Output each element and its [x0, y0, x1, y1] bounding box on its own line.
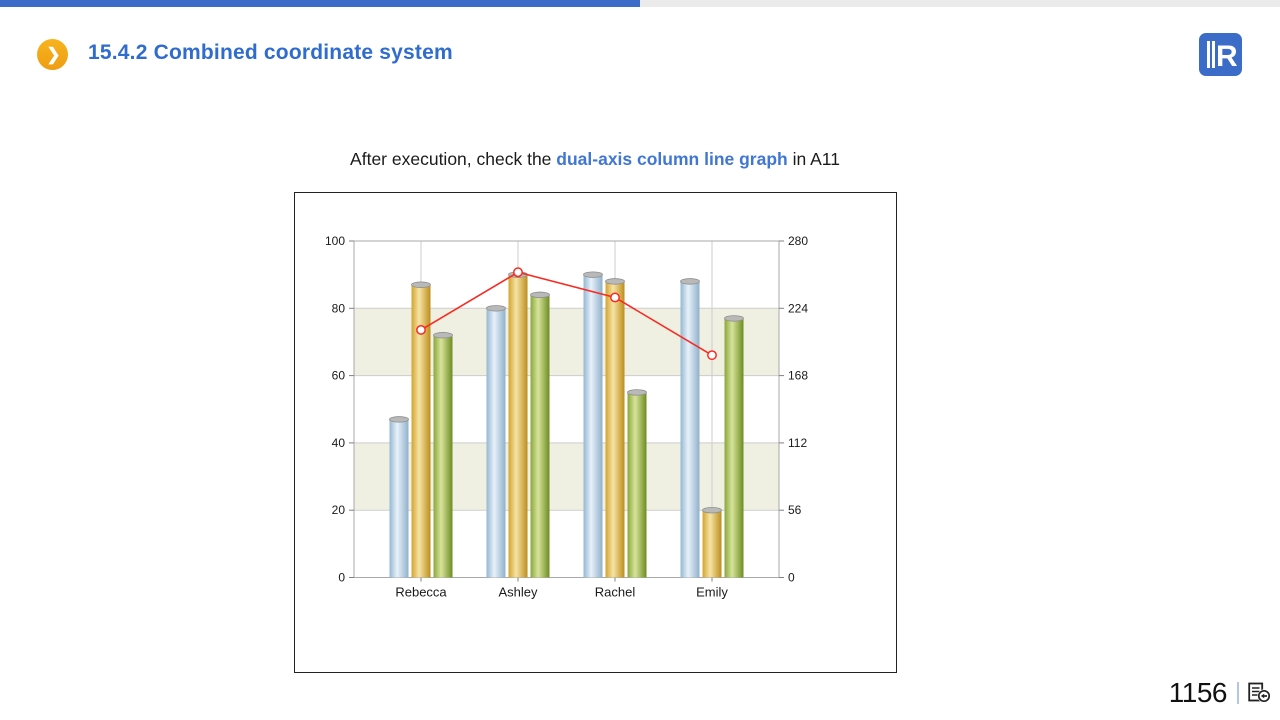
svg-text:Rachel: Rachel — [595, 585, 636, 600]
svg-text:56: 56 — [788, 503, 802, 517]
footer-divider — [1237, 682, 1239, 704]
svg-text:0: 0 — [338, 571, 345, 585]
page-title: 15.4.2 Combined coordinate system — [88, 41, 453, 64]
caption: After execution, check the dual-axis col… — [245, 149, 945, 170]
svg-text:Emily: Emily — [696, 585, 728, 600]
top-bar — [0, 0, 1280, 7]
svg-text:100: 100 — [325, 234, 345, 248]
svg-text:R: R — [1216, 40, 1238, 73]
svg-text:80: 80 — [332, 301, 346, 315]
caption-suffix: in A11 — [787, 149, 840, 169]
svg-text:112: 112 — [788, 436, 807, 450]
svg-text:224: 224 — [788, 301, 808, 315]
svg-text:Ashley: Ashley — [498, 585, 538, 600]
svg-text:60: 60 — [332, 369, 346, 383]
chart-canvas: 0 20 40 60 80 100 0 56 112 168 224 280 Rebecca Ashley… — [325, 234, 808, 600]
top-bar-accent — [0, 0, 640, 7]
chevron-glyph: ❯ — [46, 45, 61, 64]
brand-logo-icon: R — [1199, 33, 1242, 76]
caption-highlight: dual-axis column line graph — [556, 149, 788, 169]
caption-prefix: After execution, check the — [350, 149, 557, 169]
chart-panel: 0 20 40 60 80 100 0 56 112 168 224 280 Rebecca Ashley… — [294, 192, 897, 673]
svg-text:Rebecca: Rebecca — [395, 585, 447, 600]
page-number: 1156 — [1168, 677, 1228, 708]
svg-text:20: 20 — [332, 503, 346, 517]
chevron-right-circle-icon: ❯ — [37, 39, 68, 70]
return-to-contents-icon[interactable] — [1247, 681, 1271, 705]
svg-text:168: 168 — [788, 369, 808, 383]
svg-text:40: 40 — [332, 436, 346, 450]
svg-text:0: 0 — [788, 571, 795, 585]
svg-text:280: 280 — [788, 234, 808, 248]
